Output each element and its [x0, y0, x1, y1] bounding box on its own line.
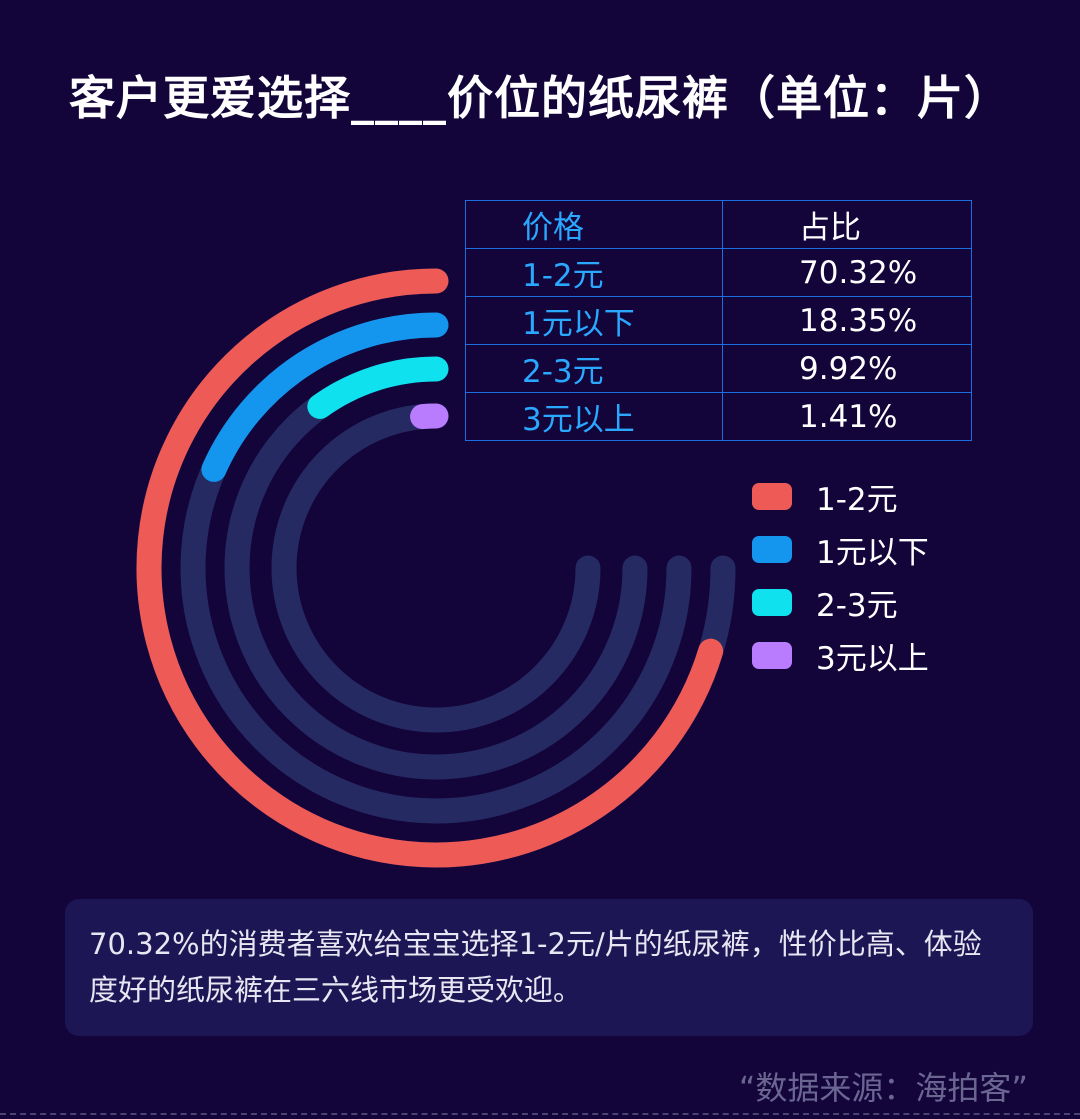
legend-label: 1元以下 — [816, 535, 929, 571]
table-cell-share: 9.92% — [722, 344, 972, 393]
table-cell-price: 1元以下 — [465, 296, 723, 345]
legend-swatch — [752, 483, 792, 510]
summary-box: 70.32%的消费者喜欢给宝宝选择1-2元/片的纸尿裤，性价比高、体验度好的纸尿… — [65, 899, 1033, 1036]
chart-legend: 1-2元 1元以下 2-3元 3元以上 — [752, 470, 929, 682]
table-header-row: 价格 占比 — [465, 200, 972, 249]
table-cell-share: 70.32% — [722, 248, 972, 297]
radial-bar-1[interactable] — [136, 268, 724, 868]
legend-swatch — [752, 642, 792, 669]
radial-track — [271, 403, 601, 733]
table-header-price: 价格 — [465, 200, 723, 249]
radial-track — [224, 356, 648, 780]
legend-item[interactable]: 2-3元 — [752, 576, 929, 629]
data-table: 价格 占比 1-2元 70.32% 1元以下 18.35% 2-3元 9.92%… — [465, 200, 972, 441]
legend-label: 3元以上 — [816, 641, 929, 677]
table-row: 2-3元 9.92% — [465, 344, 972, 393]
chart-title: 客户更爱选择____价位的纸尿裤（单位：片） — [69, 71, 1011, 125]
legend-label: 1-2元 — [816, 482, 898, 518]
legend-label: 2-3元 — [816, 588, 898, 624]
table-row: 1-2元 70.32% — [465, 248, 972, 297]
legend-item[interactable]: 1元以下 — [752, 523, 929, 576]
table-header-share: 占比 — [722, 200, 972, 249]
summary-text: 70.32%的消费者喜欢给宝宝选择1-2元/片的纸尿裤，性价比高、体验度好的纸尿… — [89, 927, 982, 1007]
radial-bar-3[interactable] — [307, 356, 449, 419]
table-cell-price: 2-3元 — [465, 344, 723, 393]
table-cell-share: 1.41% — [722, 392, 972, 441]
legend-swatch — [752, 536, 792, 563]
legend-swatch — [752, 589, 792, 616]
table-cell-price: 3元以上 — [465, 392, 723, 441]
table-cell-price: 1-2元 — [465, 248, 723, 297]
radial-bar-2[interactable] — [201, 312, 449, 482]
table-cell-share: 18.35% — [722, 296, 972, 345]
bottom-divider — [0, 1113, 1080, 1115]
radial-bar-4[interactable] — [410, 403, 449, 430]
table-row: 1元以下 18.35% — [465, 296, 972, 345]
legend-item[interactable]: 3元以上 — [752, 629, 929, 682]
legend-item[interactable]: 1-2元 — [752, 470, 929, 523]
data-source: “数据来源：海拍客” — [738, 1069, 1028, 1107]
table-row: 3元以上 1.41% — [465, 392, 972, 441]
radial-bar-chart — [136, 268, 736, 868]
